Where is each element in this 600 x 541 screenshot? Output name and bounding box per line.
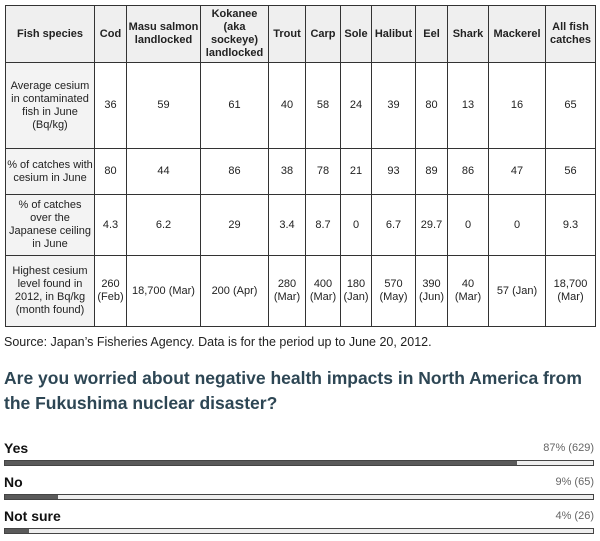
table-cell: 58 — [305, 62, 341, 149]
table-cell: 89 — [415, 148, 448, 195]
option-label: Not sure — [4, 508, 61, 524]
row-label: % of catches over the Japanese ceiling i… — [5, 194, 95, 256]
column-header: Eel — [415, 5, 448, 63]
poll-option-not-sure: Not sure 4% (26) — [4, 508, 594, 534]
table-cell: 18,700 (Mar) — [126, 255, 201, 327]
result-bar — [4, 460, 594, 466]
result-bar — [4, 494, 594, 500]
poll-option-no: No 9% (65) — [4, 474, 594, 500]
table-cell: 57 (Jan) — [488, 255, 546, 327]
table-cell: 78 — [305, 148, 341, 195]
poll-option-yes: Yes 87% (629) — [4, 440, 594, 466]
table-cell: 260 (Feb) — [94, 255, 127, 327]
table-row: % of catches with cesium in June 80 44 86 38… — [5, 148, 596, 195]
cesium-table: Fish species Cod Masu salmon landlocked Kok… — [5, 5, 596, 327]
option-label: Yes — [4, 440, 29, 456]
table-cell: 18,700 (Mar) — [545, 255, 596, 327]
table-cell: 570 (May) — [371, 255, 416, 327]
column-header: Shark — [447, 5, 489, 63]
column-header: All fish catches — [545, 5, 596, 63]
column-header: Trout — [268, 5, 306, 63]
table-cell: 80 — [415, 62, 448, 149]
table-cell: 24 — [340, 62, 372, 149]
table-cell: 16 — [488, 62, 546, 149]
column-header: Fish species — [5, 5, 95, 63]
column-header: Sole — [340, 5, 372, 63]
table-cell: 6.7 — [371, 194, 416, 256]
header-row: Fish species Cod Masu salmon landlocked Kok… — [5, 5, 596, 63]
table-cell: 56 — [545, 148, 596, 195]
result-bar-fill — [5, 529, 29, 533]
table-cell: 86 — [447, 148, 489, 195]
option-result: 4% (26) — [555, 510, 594, 522]
row-label: % of catches with cesium in June — [5, 148, 95, 195]
table-cell: 65 — [545, 62, 596, 149]
table-cell: 0 — [447, 194, 489, 256]
table-cell: 400 (Mar) — [305, 255, 341, 327]
row-label: Highest cesium level found in 2012, in B… — [5, 255, 95, 327]
table-cell: 280 (Mar) — [268, 255, 306, 327]
table-cell: 86 — [200, 148, 269, 195]
table-cell: 44 — [126, 148, 201, 195]
table-cell: 0 — [340, 194, 372, 256]
table-cell: 200 (Apr) — [200, 255, 269, 327]
table-cell: 61 — [200, 62, 269, 149]
table-cell: 59 — [126, 62, 201, 149]
table-cell: 29.7 — [415, 194, 448, 256]
option-result: 87% (629) — [543, 442, 594, 454]
option-result: 9% (65) — [555, 476, 594, 488]
table-cell: 93 — [371, 148, 416, 195]
result-bar — [4, 528, 594, 534]
table-cell: 13 — [447, 62, 489, 149]
table-cell: 40 — [268, 62, 306, 149]
table-cell: 80 — [94, 148, 127, 195]
table-cell: 4.3 — [94, 194, 127, 256]
table-row: Highest cesium level found in 2012, in B… — [5, 255, 596, 327]
table-cell: 40 (Mar) — [447, 255, 489, 327]
table-cell: 21 — [340, 148, 372, 195]
table-cell: 8.7 — [305, 194, 341, 256]
row-label: Average cesium in contaminated fish in J… — [5, 62, 95, 149]
column-header: Carp — [305, 5, 341, 63]
table-cell: 180 (Jan) — [340, 255, 372, 327]
table-cell: 47 — [488, 148, 546, 195]
table-cell: 38 — [268, 148, 306, 195]
column-header: Kokanee (aka sockeye) landlocked — [200, 5, 269, 63]
table-cell: 0 — [488, 194, 546, 256]
table-cell: 390 (Jun) — [415, 255, 448, 327]
table-row: % of catches over the Japanese ceiling i… — [5, 194, 596, 256]
source-note: Source: Japan’s Fisheries Agency. Data i… — [4, 335, 432, 349]
column-header: Masu salmon landlocked — [126, 5, 201, 63]
table-cell: 3.4 — [268, 194, 306, 256]
table-cell: 39 — [371, 62, 416, 149]
poll-question: Are you worried about negative health im… — [4, 368, 582, 413]
column-header: Cod — [94, 5, 127, 63]
table-cell: 29 — [200, 194, 269, 256]
table-cell: 6.2 — [126, 194, 201, 256]
table-cell: 9.3 — [545, 194, 596, 256]
table-cell: 36 — [94, 62, 127, 149]
result-bar-fill — [5, 495, 58, 499]
column-header: Mackerel — [488, 5, 546, 63]
option-label: No — [4, 474, 23, 490]
column-header: Halibut — [371, 5, 416, 63]
table-row: Average cesium in contaminated fish in J… — [5, 62, 596, 149]
result-bar-fill — [5, 461, 517, 465]
